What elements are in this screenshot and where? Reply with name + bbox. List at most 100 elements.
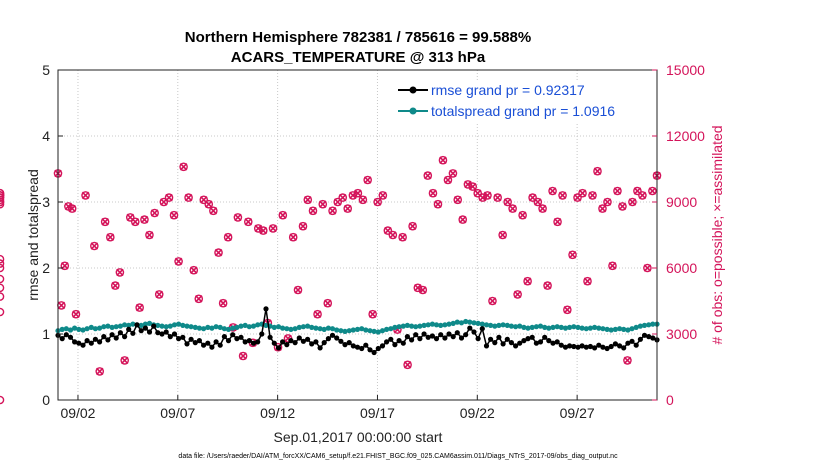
spread-point [604, 326, 610, 332]
rmse-point [517, 340, 523, 346]
obs-point [194, 294, 204, 304]
obs-point-cross [458, 215, 467, 224]
spread-point [305, 323, 311, 329]
obs-point-circle [468, 182, 478, 191]
obs-point-cross [464, 180, 472, 189]
obs-point-cross [289, 233, 297, 241]
obs-point [0, 260, 5, 268]
obs-point-cross [563, 306, 572, 314]
rmse-point [450, 334, 456, 340]
obs-point-cross [643, 264, 652, 272]
obs-point-circle [488, 296, 497, 306]
spread-point [587, 325, 594, 331]
spread-point [396, 324, 402, 330]
obs-point-circle [553, 217, 562, 227]
rmse-point [92, 336, 98, 342]
obs-point-circle [323, 298, 333, 308]
obs-point-cross [140, 215, 149, 224]
rmse-point [363, 342, 369, 348]
obs-point-circle [233, 213, 243, 222]
rmse-point [567, 343, 573, 349]
obs-point [373, 197, 382, 207]
obs-point-circle [115, 268, 125, 277]
spread-point [438, 322, 444, 328]
obs-point [0, 293, 5, 301]
spread-point [488, 322, 494, 328]
spread-point [546, 325, 552, 331]
obs-point-cross [343, 204, 352, 213]
rmse-point [259, 331, 265, 337]
obs-point [223, 232, 233, 242]
obs-point-circle [333, 197, 343, 207]
obs-point [164, 193, 174, 202]
obs-point [95, 367, 105, 376]
obs-point [523, 276, 532, 286]
spread-point [284, 326, 290, 332]
left-tick-label-5: 5 [42, 62, 50, 78]
obs-point-circle [458, 215, 468, 224]
obs-point [111, 281, 120, 290]
obs-point-cross [179, 163, 188, 171]
spread-point [629, 326, 635, 332]
rmse-point [438, 332, 444, 338]
obs-point-cross [408, 222, 417, 230]
obs-point-circle [218, 298, 228, 308]
rmse-point [338, 338, 344, 344]
spread-point [371, 328, 377, 334]
spread-point [329, 326, 336, 332]
rmse-point [325, 336, 331, 342]
obs-point [583, 276, 592, 286]
obs-point-cross [269, 224, 277, 233]
obs-point-circle [0, 307, 5, 317]
obs-point-circle [278, 210, 288, 220]
x-axis-label: Sep.01,2017 00:00:00 start [274, 429, 443, 445]
obs-point-circle [623, 356, 632, 365]
obs-point [568, 250, 577, 260]
obs-point [303, 195, 313, 205]
spread-point [321, 326, 327, 332]
obs-point-circle [368, 309, 377, 319]
obs-point-cross [64, 202, 73, 211]
rmse-point [321, 340, 327, 346]
obs-point-circle [159, 197, 169, 207]
rmse-point [284, 342, 290, 348]
rmse-point [300, 338, 306, 344]
spread-point [363, 327, 369, 333]
obs-point-cross [568, 251, 577, 259]
spread-point [525, 325, 531, 331]
obs-point [0, 264, 5, 273]
rmse-point [558, 342, 564, 348]
obs-point-circle [67, 204, 77, 213]
spread-point [146, 320, 153, 326]
obs-point-cross [294, 286, 302, 294]
obs-point-cross [538, 204, 547, 213]
rmse-point [571, 343, 577, 350]
obs-point-circle [588, 191, 597, 200]
obs-point-cross [239, 352, 247, 360]
rmse-point [359, 345, 365, 352]
obs-point-circle [433, 199, 443, 209]
spread-point [155, 322, 161, 328]
rmse-point [629, 338, 635, 344]
obs-point-cross [101, 218, 109, 226]
spread-point [238, 323, 244, 329]
obs-point-circle [179, 162, 188, 172]
obs-point-circle [373, 197, 382, 207]
obs-point [433, 199, 443, 209]
spread-point [359, 326, 365, 332]
spread-point [221, 326, 227, 332]
spread-point [521, 324, 527, 330]
obs-point [418, 285, 428, 295]
spread-point [72, 325, 78, 331]
rmse-point [184, 341, 190, 347]
obs-point [648, 186, 657, 196]
rmse-point [263, 306, 269, 312]
rmse-point [508, 340, 514, 346]
obs-point-cross [558, 191, 567, 200]
obs-point-circle [503, 197, 512, 207]
rmse-point [409, 337, 415, 343]
spread-point [122, 322, 128, 328]
series-lines [55, 306, 660, 356]
obs-point-cross [444, 176, 452, 184]
obs-point [328, 206, 337, 216]
